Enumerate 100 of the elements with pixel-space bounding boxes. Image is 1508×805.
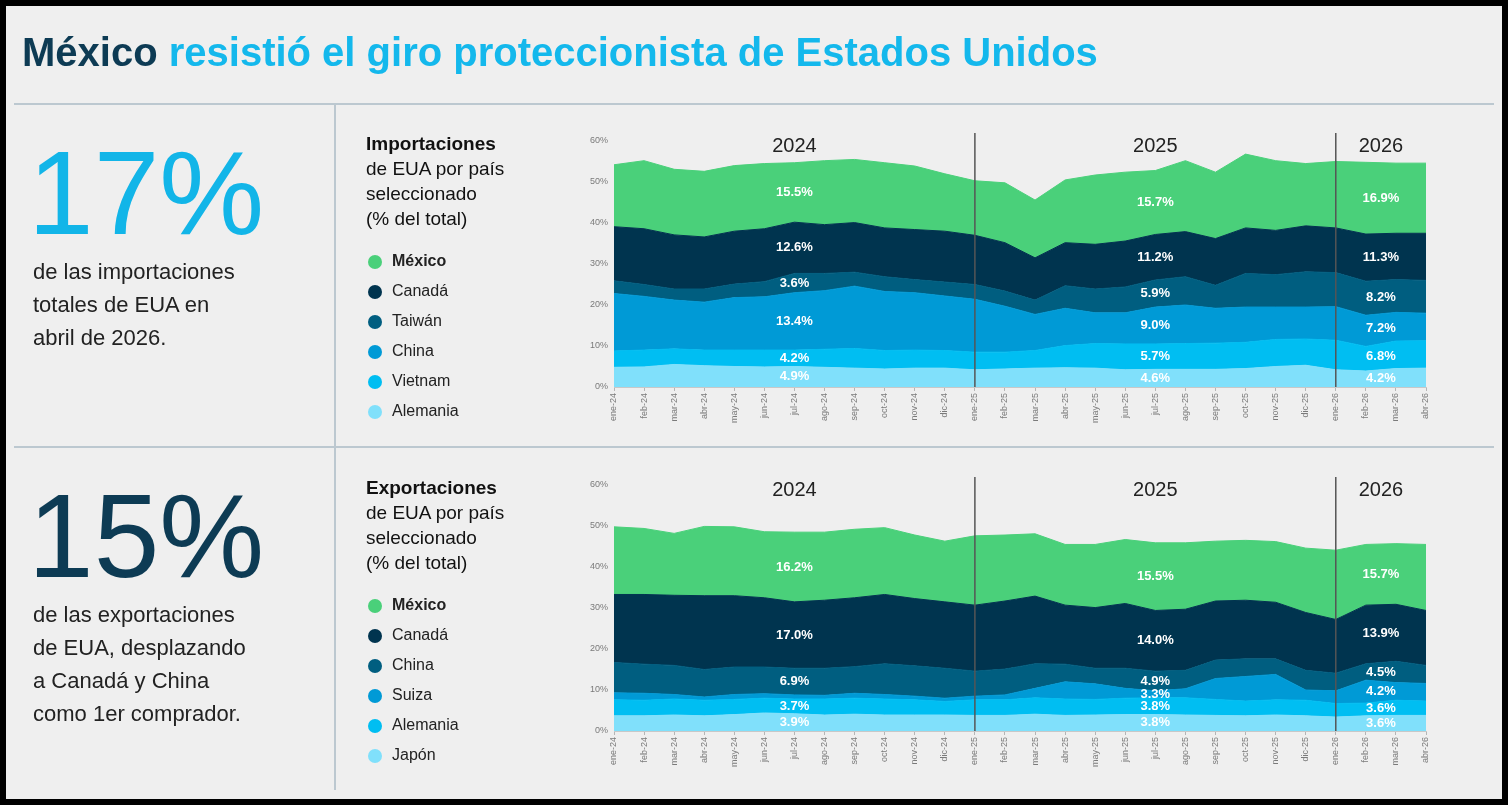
- y-tick-label: 20%: [589, 643, 608, 654]
- y-tick-label: 0%: [594, 725, 608, 736]
- annotation: 3.6%: [779, 274, 810, 290]
- annotation: 11.2%: [1137, 248, 1174, 264]
- x-tick-label: dic-25: [1300, 393, 1311, 418]
- x-tick-label: ene-26: [1330, 737, 1341, 766]
- x-tick-label: jul-25: [1149, 737, 1160, 761]
- x-tick-label: sep-24: [849, 737, 860, 765]
- annotation: 2024: [772, 133, 817, 156]
- annotation: 17.0%: [776, 626, 814, 642]
- y-tick-label: 30%: [589, 602, 608, 613]
- annotation: 7.2%: [1366, 320, 1397, 336]
- text: 17%: [28, 127, 266, 259]
- x-tick-label: dic-25: [1300, 737, 1311, 762]
- y-tick-label: 20%: [589, 299, 608, 310]
- x-tick-label: feb-24: [638, 737, 649, 763]
- x-tick-label: oct-25: [1240, 737, 1251, 763]
- x-tick-label: jun-25: [1119, 737, 1130, 764]
- x-tick-label: oct-24: [879, 393, 890, 419]
- annotation: 4.2%: [1366, 369, 1397, 385]
- annotation: 14.0%: [1136, 632, 1175, 648]
- text: Importaciones: [366, 132, 497, 156]
- x-tick-label: mar-24: [668, 393, 679, 422]
- legend-label: Alemania: [392, 716, 459, 734]
- x-tick-label: nov-24: [909, 737, 920, 765]
- annotation: 5.7%: [1140, 348, 1171, 364]
- x-tick-label: ene-25: [969, 393, 980, 422]
- x-tick-label: abr-25: [1059, 737, 1070, 764]
- text: de las exportaciones de EUA, desplazando a Canadá y China como 1er comprador.: [33, 601, 247, 728]
- x-tick-label: ago-25: [1179, 737, 1190, 766]
- legend-label: Suiza: [392, 686, 433, 704]
- x-tick-label: sep-25: [1209, 737, 1220, 765]
- x-tick-label: abr-24: [698, 737, 709, 764]
- x-tick-label: abr-24: [698, 393, 709, 420]
- legend-label: Vietnam: [392, 372, 451, 390]
- annotation: 11.3%: [1362, 248, 1400, 264]
- x-tick-label: may-25: [1089, 737, 1100, 768]
- legend-label: Canadá: [392, 626, 449, 644]
- x-tick-label: ago-24: [819, 393, 829, 422]
- legend-label: China: [392, 342, 434, 360]
- x-tick-label: feb-25: [999, 393, 1010, 419]
- annotation: 2025: [1133, 133, 1178, 156]
- annotation: 2026: [1358, 133, 1404, 156]
- x-tick-label: nov-24: [909, 393, 920, 421]
- annotation: 2026: [1358, 477, 1404, 500]
- x-tick-label: jun-25: [1119, 393, 1130, 420]
- x-tick-label: mar-26: [1390, 393, 1401, 422]
- legend-label: México: [392, 596, 447, 614]
- annotation: 13.9%: [1362, 625, 1400, 641]
- annotation: 13.4%: [776, 312, 814, 328]
- x-tick-label: abr-26: [1420, 393, 1431, 420]
- annotation: 4.6%: [1140, 369, 1171, 385]
- x-tick-label: ago-24: [819, 737, 829, 766]
- y-tick-label: 30%: [589, 258, 608, 269]
- annotation: 5.9%: [1140, 285, 1171, 301]
- x-tick-label: feb-26: [1360, 393, 1371, 419]
- annotation: 3.6%: [1366, 700, 1397, 716]
- y-tick-label: 0%: [594, 381, 608, 392]
- x-tick-label: jun-24: [758, 393, 769, 420]
- x-tick-label: nov-25: [1270, 393, 1281, 421]
- text: 15%: [28, 470, 266, 602]
- x-tick-label: oct-25: [1240, 393, 1251, 419]
- x-tick-label: may-25: [1089, 393, 1100, 424]
- y-tick-label: 40%: [589, 217, 608, 228]
- x-tick-label: abr-26: [1420, 737, 1431, 764]
- x-tick-label: jul-25: [1149, 393, 1160, 417]
- x-tick-label: jul-24: [788, 393, 799, 417]
- x-tick-label: sep-25: [1209, 393, 1220, 421]
- x-tick-label: mar-25: [1029, 393, 1040, 422]
- x-tick-label: ene-24: [608, 737, 619, 766]
- annotation: 4.2%: [1366, 683, 1397, 699]
- y-tick-label: 50%: [589, 176, 608, 187]
- annotation: 12.6%: [776, 239, 814, 255]
- y-tick-label: 40%: [589, 561, 608, 572]
- x-tick-label: ago-25: [1179, 393, 1190, 422]
- x-tick-label: jun-24: [758, 737, 769, 764]
- annotation: 9.0%: [1140, 317, 1171, 333]
- y-tick-label: 10%: [589, 684, 608, 695]
- text: México resistió el giro proteccionista de Estados Unidos: [22, 30, 1098, 74]
- annotation: 16.9%: [1362, 189, 1400, 205]
- annotation: 4.5%: [1366, 663, 1397, 679]
- x-tick-label: mar-26: [1390, 737, 1401, 766]
- x-tick-label: sep-24: [849, 393, 860, 421]
- annotation: 2025: [1133, 477, 1178, 500]
- annotation: 4.9%: [779, 368, 810, 384]
- text: Exportaciones: [366, 476, 498, 500]
- annotation: 4.2%: [779, 349, 810, 365]
- legend-label: Canadá: [392, 282, 449, 300]
- x-tick-label: feb-26: [1360, 737, 1371, 763]
- annotation: 8.2%: [1366, 288, 1397, 304]
- x-tick-label: oct-24: [879, 737, 890, 763]
- y-tick-label: 10%: [589, 340, 608, 351]
- x-tick-label: nov-25: [1270, 737, 1281, 765]
- annotation: 6.8%: [1366, 348, 1397, 364]
- x-tick-label: jul-24: [788, 737, 799, 761]
- annotation: 15.5%: [776, 184, 814, 200]
- annotation: 16.2%: [776, 558, 814, 574]
- y-tick-label: 50%: [589, 520, 608, 531]
- y-tick-label: 60%: [589, 135, 608, 146]
- annotation: 3.9%: [779, 713, 810, 729]
